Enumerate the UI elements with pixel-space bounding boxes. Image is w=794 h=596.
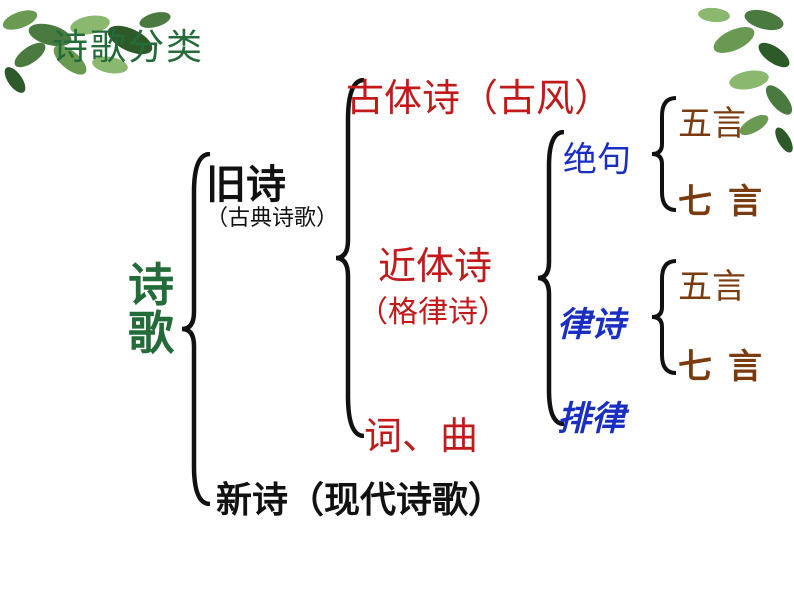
- node-pailu: 排律: [557, 391, 625, 440]
- node-ancient-style: 古体诗（古风）: [346, 67, 612, 122]
- node-new-poetry: 新诗（现代诗歌）: [216, 471, 504, 523]
- node-jueju: 绝句: [563, 132, 631, 181]
- node-modern-style: 近体诗: [378, 235, 492, 290]
- node-qiyan-1: 七言: [678, 174, 778, 223]
- node-ci-qu: 词、曲: [364, 405, 478, 460]
- brace-5: [650, 259, 680, 375]
- node-lushi: 律诗: [557, 297, 625, 346]
- brace-2: [334, 78, 368, 438]
- root-char-2: 歌: [128, 310, 176, 358]
- node-qiyan-2: 七言: [678, 339, 778, 388]
- root-char-1: 诗: [128, 262, 176, 310]
- page-title: 诗歌分类: [52, 18, 204, 70]
- node-wuyan-1: 五言: [678, 96, 746, 145]
- brace-4: [650, 96, 680, 212]
- node-wuyan-2: 五言: [678, 259, 746, 308]
- node-root: 诗 歌: [128, 262, 176, 359]
- node-old-poetry-sub: （古典诗歌）: [206, 200, 338, 232]
- node-modern-style-sub: （格律诗）: [358, 287, 508, 331]
